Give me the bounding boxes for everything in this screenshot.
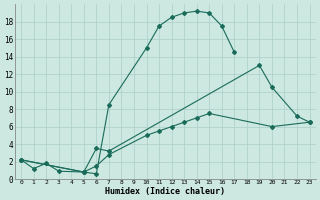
X-axis label: Humidex (Indice chaleur): Humidex (Indice chaleur)	[105, 187, 225, 196]
